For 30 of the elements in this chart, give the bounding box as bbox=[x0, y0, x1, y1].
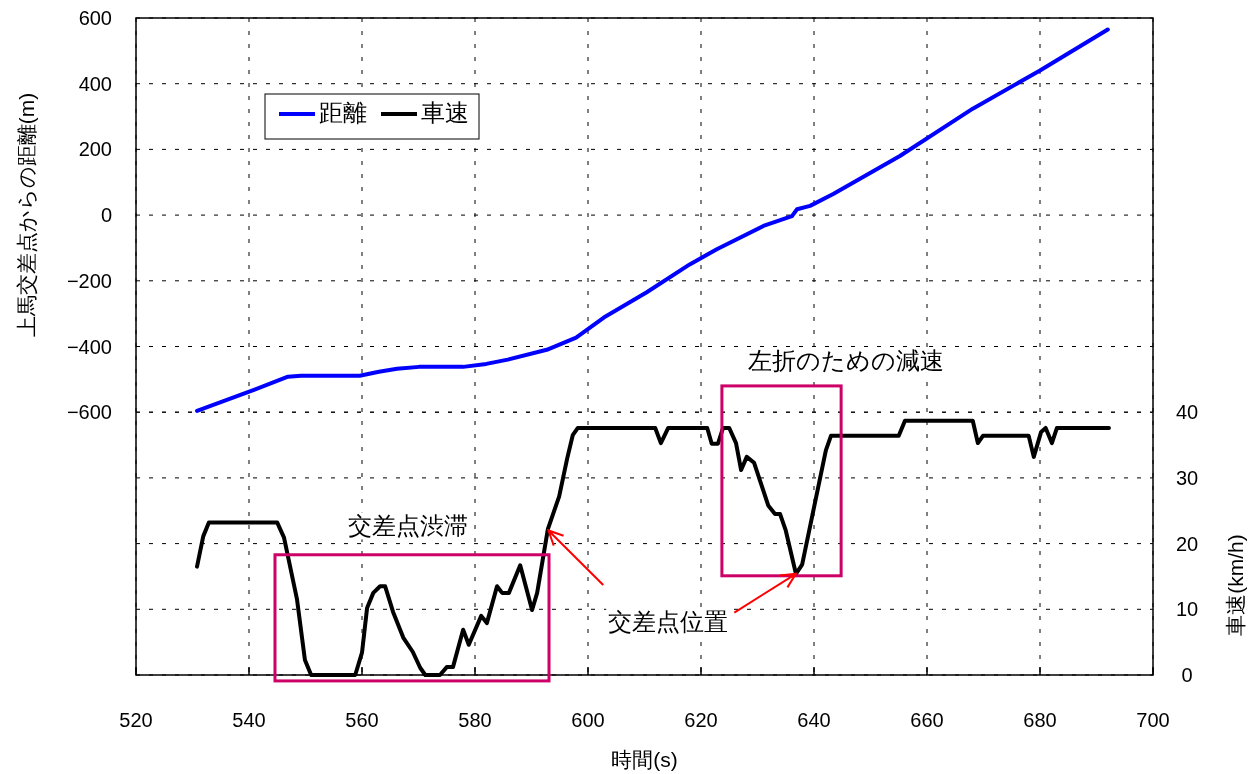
y2-axis-title: 車速(km/h) bbox=[1224, 534, 1247, 636]
x-tick-label: 680 bbox=[1023, 709, 1057, 731]
y2-tick-label: 0 bbox=[1181, 664, 1193, 686]
annotation: 左折のための減速 bbox=[748, 347, 945, 375]
x-tick-label: 520 bbox=[119, 709, 153, 731]
x-tick-label: 660 bbox=[910, 709, 944, 731]
y2-tick-label: 10 bbox=[1175, 598, 1199, 621]
annotation: 交差点位置 bbox=[608, 607, 729, 635]
y-tick-label: 0 bbox=[100, 204, 112, 227]
y-tick-label: −200 bbox=[66, 269, 112, 292]
legend-label: 距離 bbox=[319, 99, 367, 126]
y-tick-label: 600 bbox=[78, 7, 112, 29]
y2-tick-label: 40 bbox=[1175, 401, 1199, 424]
x-tick-label: 560 bbox=[345, 709, 379, 731]
y-axis-title: 上馬交差点からの距離(m) bbox=[15, 92, 38, 338]
x-tick-label: 600 bbox=[571, 709, 605, 731]
x-tick-label: 640 bbox=[797, 709, 831, 731]
legend-label: 車速 bbox=[421, 99, 469, 126]
x-tick-label: 540 bbox=[232, 709, 266, 731]
x-tick-label: 580 bbox=[458, 709, 492, 731]
x-tick-label: 620 bbox=[684, 709, 718, 731]
y2-tick-label: 30 bbox=[1175, 466, 1199, 489]
x-tick-label: 700 bbox=[1136, 709, 1170, 731]
y-tick-label: 400 bbox=[78, 72, 112, 95]
y-tick-label: 200 bbox=[78, 138, 112, 161]
y2-tick-label: 20 bbox=[1175, 532, 1199, 555]
y-tick-label: −400 bbox=[66, 335, 112, 358]
annotation: 交差点渋滞 bbox=[347, 512, 468, 540]
x-axis-title: 時間(s) bbox=[611, 748, 678, 771]
y-tick-label: −600 bbox=[66, 401, 112, 424]
